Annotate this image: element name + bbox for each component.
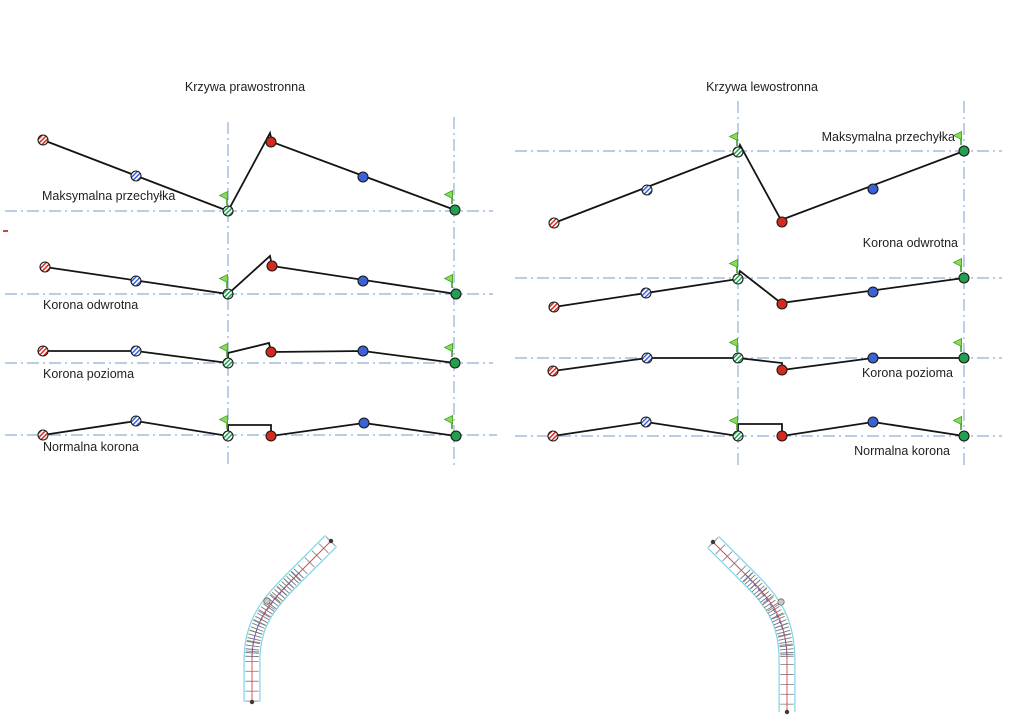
blue-solid-marker-icon [357,171,369,183]
blue-solid-marker-icon [867,286,879,298]
green-solid-marker-icon [958,145,970,157]
flag-icon [728,415,738,426]
panel-title-left-curve: Krzywa lewostronna [706,80,818,94]
flag-icon [728,258,738,269]
superelevation-profile-line [42,130,456,213]
curve-centerline [251,572,300,659]
curve-centerline [744,573,788,660]
blue-hatched-marker-icon [641,184,653,196]
label-normalna-korona-left: Normalna korona [43,440,139,454]
label-korona-pozioma-left: Korona pozioma [43,367,135,381]
red-solid-marker-icon [776,216,788,228]
green-hatched-marker-icon [222,430,234,442]
plan-mid-marker-icon [777,598,785,606]
road-band-fill [244,535,337,702]
blue-hatched-marker-icon [640,416,652,428]
superelevation-profile-line [553,142,965,224]
blue-hatched-marker-icon [640,287,652,299]
flag-icon [728,131,738,142]
flag-icon [443,414,454,425]
flag-icon [218,273,229,284]
green-solid-marker-icon [450,430,462,442]
flag-icon [952,415,962,426]
superelevation-profile-line [553,269,965,308]
red-hatched-marker-icon [547,365,559,377]
label-korona-pozioma-right: Korona pozioma [861,366,953,380]
green-solid-marker-icon [958,272,970,284]
red-hatched-marker-icon [37,134,49,146]
label-maksymalna-przechylka-right: Maksymalna przechyłka [821,130,955,144]
green-hatched-marker-icon [222,357,234,369]
red-hatched-marker-icon [548,301,560,313]
blue-hatched-marker-icon [130,345,142,357]
red-solid-marker-icon [265,430,277,442]
green-hatched-marker-icon [732,352,744,364]
red-solid-marker-icon [776,364,788,376]
blue-hatched-marker-icon [130,415,142,427]
blue-solid-marker-icon [867,416,879,428]
superelevation-profile-line [43,341,456,365]
plan-end-marker-icon [328,538,334,544]
green-hatched-marker-icon [732,146,744,158]
red-solid-marker-icon [265,136,277,148]
label-maksymalna-przechylka-left: Maksymalna przechyłka [42,189,176,203]
flag-icon [952,130,962,141]
flag-icon [443,342,454,353]
blue-hatched-marker-icon [641,352,653,364]
label-normalna-korona-right: Normalna korona [854,444,950,458]
red-hatched-marker-icon [37,429,49,441]
superelevation-profile-line [42,420,457,438]
flag-icon [443,273,454,284]
green-solid-marker-icon [450,288,462,300]
green-hatched-marker-icon [732,430,744,442]
flag-icon [952,337,962,348]
green-hatched-marker-icon [222,205,234,217]
red-solid-marker-icon [266,260,278,272]
flag-icon [728,337,738,348]
green-solid-marker-icon [958,352,970,364]
generated-diagram-layer [3,101,1002,715]
red-hatched-marker-icon [39,261,51,273]
red-solid-marker-icon [776,430,788,442]
superelevation-profile-line [552,421,965,438]
green-solid-marker-icon [449,204,461,216]
red-hatched-marker-icon [547,430,559,442]
red-solid-marker-icon [265,346,277,358]
plan-end-marker-icon [710,539,716,545]
blue-solid-marker-icon [867,352,879,364]
green-solid-marker-icon [449,357,461,369]
label-korona-odwrotna-left: Korona odwrotna [43,298,139,312]
flag-icon [443,189,454,200]
plan-view-left-curve [706,535,796,712]
stray-red-mark [3,230,8,232]
plan-end-marker-icon [784,709,790,715]
flag-icon [218,414,229,425]
plan-view-right-curve [243,534,338,702]
green-solid-marker-icon [958,430,970,442]
blue-solid-marker-icon [357,345,369,357]
blue-solid-marker-icon [358,417,370,429]
flag-icon [218,190,229,201]
label-korona-odwrotna-right: Korona odwrotna [862,236,958,250]
green-hatched-marker-icon [732,273,744,285]
red-solid-marker-icon [776,298,788,310]
superelevation-profile-line [44,254,457,295]
blue-hatched-marker-icon [130,275,142,287]
red-hatched-marker-icon [548,217,560,229]
plan-mid-marker-icon [263,597,271,605]
flag-icon [952,257,962,268]
blue-solid-marker-icon [867,183,879,195]
blue-solid-marker-icon [357,275,369,287]
plan-end-marker-icon [249,699,255,705]
red-hatched-marker-icon [37,345,49,357]
blue-hatched-marker-icon [130,170,142,182]
green-hatched-marker-icon [222,288,234,300]
panel-title-right-curve: Krzywa prawostronna [184,80,306,94]
flag-icon [218,342,229,353]
